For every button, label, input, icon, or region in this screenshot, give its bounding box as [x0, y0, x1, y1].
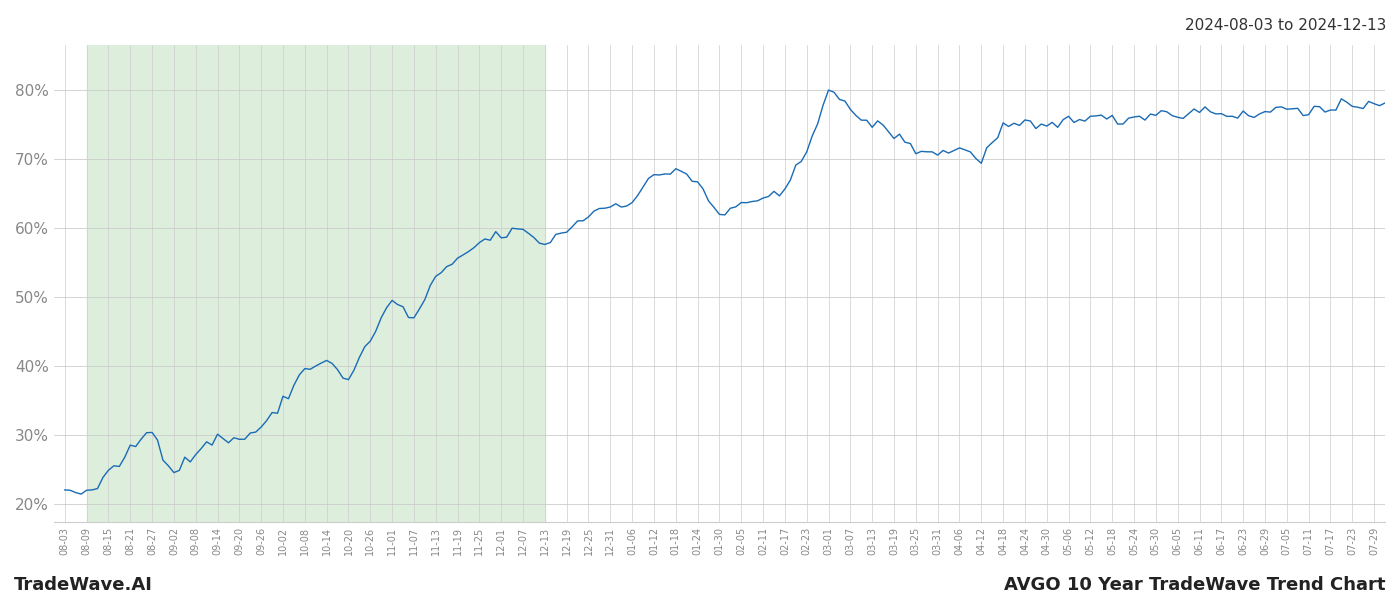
Text: AVGO 10 Year TradeWave Trend Chart: AVGO 10 Year TradeWave Trend Chart	[1005, 576, 1386, 594]
Text: 2024-08-03 to 2024-12-13: 2024-08-03 to 2024-12-13	[1184, 18, 1386, 33]
Bar	[87, 45, 545, 522]
Text: TradeWave.AI: TradeWave.AI	[14, 576, 153, 594]
